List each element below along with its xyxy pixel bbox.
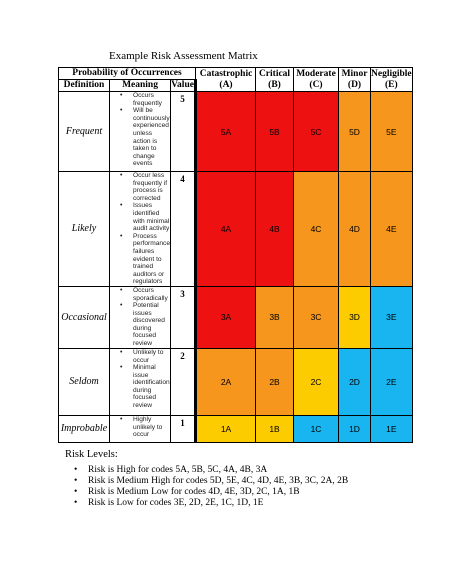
- definition-cell: Frequent: [58, 91, 110, 172]
- definition-cell: Occasional: [58, 285, 110, 349]
- risk-cell-3e: 3E: [370, 285, 413, 349]
- risk-level-item: Risk is Medium Low for codes 4D, 4E, 3D,…: [74, 487, 348, 498]
- risk-cell-2b: 2B: [255, 347, 295, 416]
- risk-level-item: Risk is Medium High for codes 5D, 5E, 4C…: [74, 476, 348, 487]
- risk-cell-5c: 5C: [293, 91, 340, 172]
- definition-cell: Improbable: [58, 414, 110, 443]
- meaning-bullet: Minimal issue identification during focu…: [120, 364, 170, 410]
- meaning-bullet: Will be continuously experienced unless …: [120, 107, 170, 168]
- value-header: Value: [170, 79, 198, 92]
- risk-cell-1b: 1B: [255, 414, 295, 443]
- value-cell: 2: [170, 347, 198, 416]
- meaning-bullet: Process performance failures evident to …: [120, 233, 170, 286]
- risk-cell-3a: 3A: [195, 285, 257, 349]
- risk-cell-5a: 5A: [195, 91, 257, 172]
- meaning-bullet: Occur less frequently if process is corr…: [120, 172, 170, 202]
- value-cell: 3: [170, 285, 198, 349]
- risk-cell-3d: 3D: [338, 285, 372, 349]
- risk-cell-3b: 3B: [255, 285, 295, 349]
- matrix-row: OccasionalOccurs sporadicallyPotential i…: [58, 285, 413, 349]
- meaning-bullet: Highly unlikely to occur: [120, 416, 170, 439]
- value-cell: 1: [170, 414, 198, 443]
- risk-cell-2d: 2D: [338, 347, 372, 416]
- meaning-bullet: Potential issues discovered during focus…: [120, 302, 170, 348]
- matrix-row: SeldomUnlikely to occurMinimal issue ide…: [58, 347, 413, 416]
- meaning-bullet: Occurs frequently: [120, 92, 170, 107]
- risk-cell-2a: 2A: [195, 347, 257, 416]
- meaning-cell: Highly unlikely to occur: [108, 414, 172, 443]
- risk-cell-4e: 4E: [370, 171, 413, 287]
- value-cell: 5: [170, 91, 198, 172]
- risk-level-item: Risk is High for codes 5A, 5B, 5C, 4A, 4…: [74, 465, 348, 476]
- meaning-cell: Unlikely to occurMinimal issue identific…: [108, 347, 172, 416]
- document-title: Example Risk Assessment Matrix: [109, 50, 258, 62]
- meaning-bullet: Issues identified with minimal audit act…: [120, 202, 170, 232]
- risk-cell-4d: 4D: [338, 171, 372, 287]
- risk-cell-5d: 5D: [338, 91, 372, 172]
- meaning-cell: Occur less frequently if process is corr…: [108, 171, 172, 287]
- risk-cell-1c: 1C: [293, 414, 340, 443]
- matrix-row: Likely Occur less frequently if process i…: [58, 171, 413, 287]
- definition-header: Definition: [58, 79, 110, 92]
- severity-header-d: Minor (D): [338, 67, 372, 92]
- risk-levels-title: Risk Levels:: [65, 449, 118, 460]
- severity-header-a: Catastrophic (A): [195, 67, 257, 92]
- definition-cell: Seldom: [58, 347, 110, 416]
- meaning-bullet: Occurs sporadically: [120, 287, 170, 302]
- meaning-header: Meaning: [108, 79, 172, 92]
- risk-levels-list: Risk is High for codes 5A, 5B, 5C, 4A, 4…: [74, 465, 348, 509]
- probability-header: Probability of Occurrences: [57, 67, 197, 80]
- matrix-row: ImprobableHighly unlikely to occur11A1B1…: [58, 414, 413, 443]
- risk-cell-1d: 1D: [338, 414, 372, 443]
- severity-header-e: Negligible (E): [370, 67, 413, 92]
- meaning-cell: Occurs sporadicallyPotential issues disc…: [108, 285, 172, 349]
- risk-cell-5b: 5B: [255, 91, 295, 172]
- risk-cell-4c: 4C: [293, 171, 340, 287]
- risk-cell-2c: 2C: [293, 347, 340, 416]
- risk-cell-4a: 4A: [195, 171, 257, 287]
- risk-cell-1a: 1A: [195, 414, 257, 443]
- risk-cell-1e: 1E: [370, 414, 413, 443]
- severity-header-b: Critical (B): [255, 67, 295, 92]
- risk-cell-3c: 3C: [293, 285, 340, 349]
- matrix-row: FrequentOccurs frequentlyWill be continu…: [58, 91, 413, 172]
- risk-cell-4b: 4B: [255, 171, 295, 287]
- meaning-cell: Occurs frequentlyWill be continuously ex…: [108, 91, 172, 172]
- meaning-bullet: Unlikely to occur: [120, 349, 170, 364]
- value-cell: 4: [170, 171, 198, 287]
- definition-cell: Likely: [58, 171, 110, 287]
- risk-level-item: Risk is Low for codes 3E, 2D, 2E, 1C, 1D…: [74, 498, 348, 509]
- risk-cell-2e: 2E: [370, 347, 413, 416]
- risk-matrix-table: Probability of Occurrences Catastrophic(…: [57, 67, 413, 443]
- severity-header-c: Moderate (C): [293, 67, 340, 92]
- risk-cell-5e: 5E: [370, 91, 413, 172]
